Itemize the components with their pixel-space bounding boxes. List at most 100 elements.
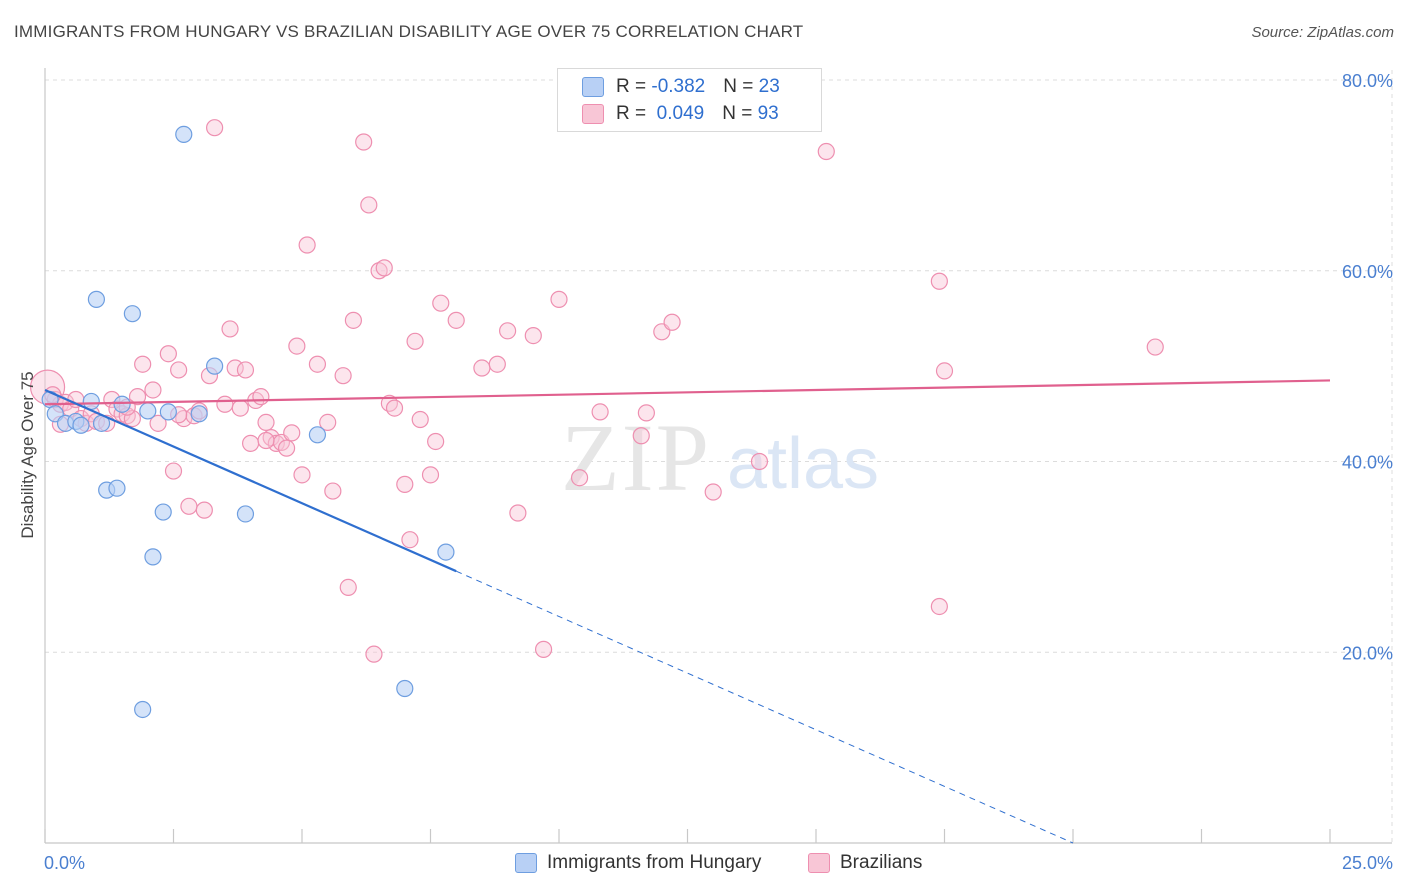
legend-n-label: N =	[723, 76, 759, 97]
gridlines	[45, 70, 1393, 843]
hungary-point	[154, 503, 172, 521]
legend-n-value: 93	[757, 103, 779, 124]
brazilians-point	[252, 388, 270, 406]
legend-row-brazilians: R = 0.049 N = 93	[582, 101, 779, 127]
y-tick-label: 40.0%	[1342, 453, 1393, 473]
x-tick-label-max: 25.0%	[1342, 853, 1393, 873]
axes	[44, 68, 1392, 844]
brazilians-point	[128, 388, 147, 406]
trend-lines	[44, 379, 1331, 844]
brazilians-point	[524, 327, 542, 345]
series-swatch-blue	[515, 853, 537, 873]
brazilians-point	[396, 475, 414, 493]
hungary-point	[308, 426, 327, 444]
legend-r-label: R =	[616, 76, 652, 97]
brazilians-point	[236, 361, 255, 379]
brazilians-point	[298, 236, 316, 254]
brazilians-point	[231, 399, 249, 417]
brazilians-point	[257, 431, 275, 450]
brazilians-point	[293, 466, 311, 484]
brazilians-point	[149, 414, 167, 432]
y-tick-label: 20.0%	[1342, 643, 1393, 663]
watermark-atlas: atlas	[727, 424, 879, 504]
brazilians-point	[267, 434, 285, 452]
brazilians-point	[221, 320, 239, 338]
brazilians-point	[257, 413, 275, 431]
legend-swatch-pink	[582, 104, 604, 124]
hungary-point	[87, 290, 106, 308]
brazilians-point	[159, 345, 177, 363]
series-label-hungary: Immigrants from Hungary	[547, 852, 762, 873]
source-label: Source: ZipAtlas.com	[1251, 24, 1394, 41]
brazilians-point	[375, 259, 393, 277]
series-label-brazilians: Brazilians	[840, 852, 923, 873]
brazilians-point	[324, 482, 342, 500]
y-tick-label: 80.0%	[1342, 71, 1393, 91]
brazilians-point	[473, 359, 491, 377]
brazilians-point	[134, 355, 152, 373]
brazilians-point	[216, 395, 234, 413]
brazilians-point	[288, 337, 306, 355]
brazilians-point	[370, 262, 388, 280]
hungary-point	[139, 402, 157, 420]
stats-legend: R = -0.382 N = 23 R = 0.049 N = 93	[557, 68, 822, 132]
brazilians-point	[242, 434, 260, 452]
brazilians-point	[164, 462, 183, 480]
brazilians-point	[360, 196, 378, 214]
brazilians-point	[637, 404, 655, 422]
hungary-point	[396, 679, 414, 698]
watermark: ZIP atlas	[561, 404, 879, 511]
watermark-zip: ZIP	[561, 404, 711, 511]
series-legend-hungary[interactable]: Immigrants from Hungary	[515, 852, 761, 874]
brazilians-point	[277, 439, 296, 457]
brazilians-point	[570, 469, 589, 487]
brazilians-point	[750, 452, 769, 471]
tick-labels: 20.0% 40.0% 60.0% 80.0% 0.0% 25.0%	[44, 71, 1393, 873]
hungary-point	[190, 405, 208, 423]
brazilians-point	[447, 311, 465, 329]
brazilians-point	[591, 403, 609, 421]
brazilians-point	[226, 359, 244, 377]
hungary-point	[108, 479, 126, 497]
hungary-point	[206, 357, 224, 375]
hungary-point	[113, 395, 131, 413]
brazilians-point	[509, 504, 527, 522]
brazilians-point	[935, 362, 954, 380]
chart-title: IMMIGRANTS FROM HUNGARY VS BRAZILIAN DIS…	[14, 22, 804, 41]
hungary-point	[159, 403, 177, 421]
x-tick-label-min: 0.0%	[44, 853, 85, 873]
brazilians-point	[385, 399, 404, 417]
legend-r-value: -0.382	[651, 76, 706, 97]
brazilians-point	[499, 322, 517, 340]
brazilians-points	[29, 119, 1164, 663]
brazilians-point	[704, 483, 722, 501]
hungary-trend-extension	[455, 570, 1074, 844]
legend-n-value: 23	[758, 76, 780, 97]
brazilians-point	[319, 413, 337, 431]
brazilians-point	[411, 410, 429, 429]
legend-swatch-blue	[582, 77, 604, 97]
brazilians-point	[283, 424, 301, 442]
series-legend: Immigrants from Hungary Brazilians	[0, 852, 1406, 878]
hungary-points	[41, 125, 455, 719]
y-tick-label: 60.0%	[1342, 262, 1393, 282]
brazilians-point	[355, 133, 373, 151]
brazilians-point	[180, 497, 198, 515]
legend-row-hungary: R = -0.382 N = 23	[582, 74, 780, 100]
series-legend-brazilians[interactable]: Brazilians	[808, 852, 922, 874]
brazilians-point	[365, 645, 383, 663]
hungary-point	[236, 505, 255, 523]
brazilians-point	[930, 272, 948, 290]
brazilians-point	[432, 294, 450, 312]
brazilians-point	[334, 367, 352, 385]
brazilians-point	[380, 394, 398, 412]
hungary-point	[175, 125, 193, 143]
hungary-point	[123, 305, 141, 323]
brazilians-point	[930, 597, 948, 616]
brazilians-point	[206, 119, 224, 137]
y-axis-label: Disability Age Over 75	[18, 371, 37, 539]
brazilians-point	[339, 578, 357, 596]
legend-r-value: 0.049	[651, 103, 705, 124]
hungary-trend-line	[44, 388, 457, 573]
brazilians-point	[817, 142, 835, 161]
